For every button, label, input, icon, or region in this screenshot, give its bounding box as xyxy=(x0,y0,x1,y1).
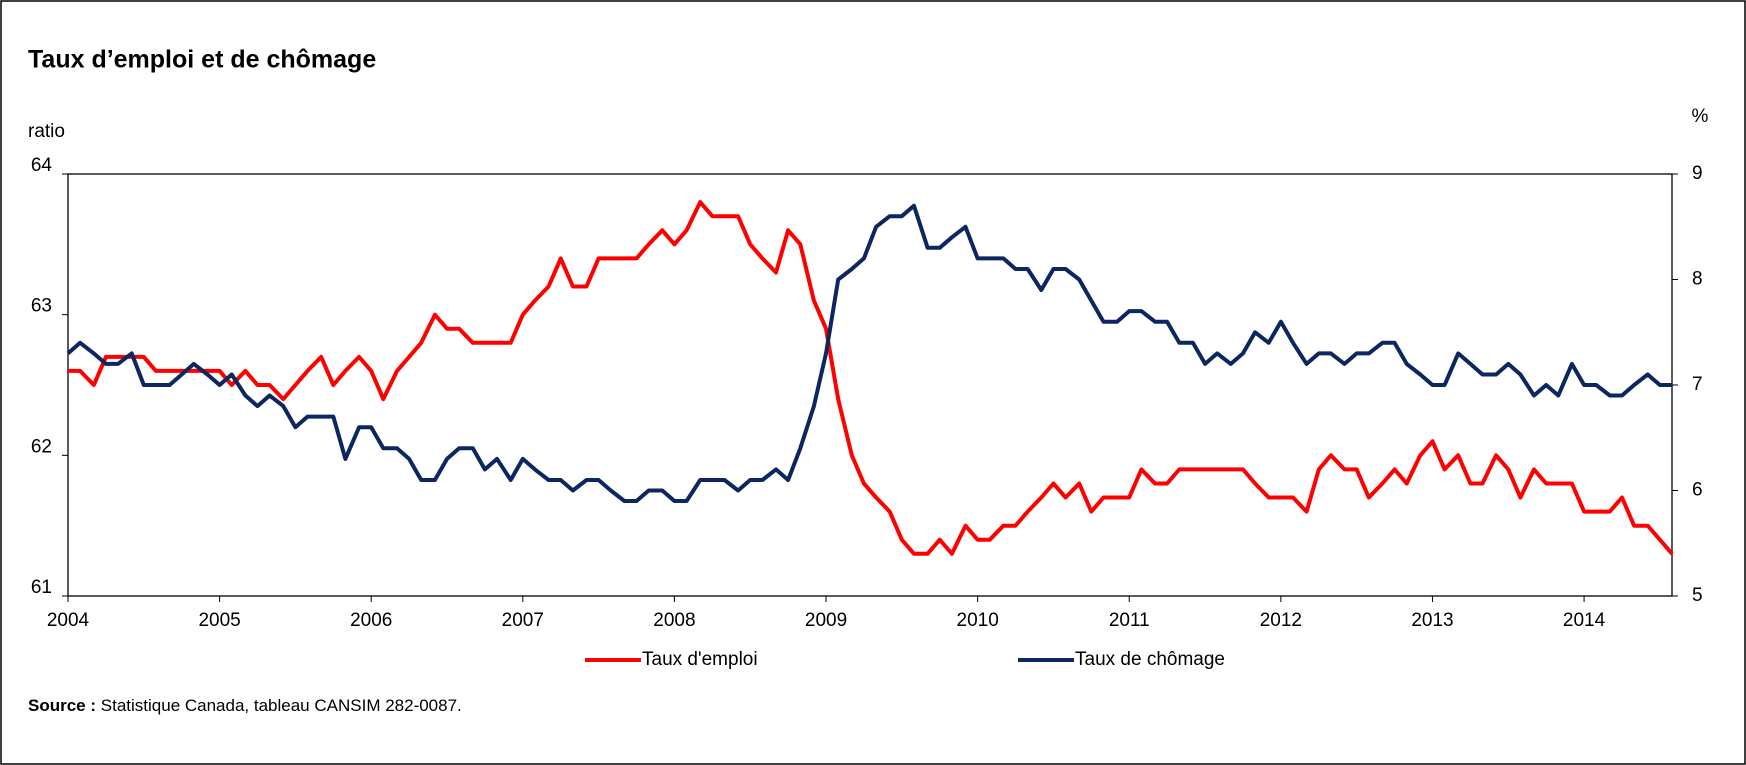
x-tick-label: 2005 xyxy=(198,610,240,631)
y2-tick-label: 7 xyxy=(1692,374,1703,395)
legend-label: Taux d'emploi xyxy=(642,649,758,670)
source-text: Statistique Canada, tableau CANSIM 282-0… xyxy=(101,696,462,715)
y2-tick-label: 5 xyxy=(1692,585,1703,606)
x-tick-label: 2013 xyxy=(1411,610,1453,631)
series-line xyxy=(68,200,1674,556)
source-label: Source : xyxy=(28,696,96,715)
y-tick-label: 61 xyxy=(31,577,52,598)
legend-label: Taux de chômage xyxy=(1075,649,1225,670)
x-tick-label: 2012 xyxy=(1260,610,1302,631)
x-tick-label: 2010 xyxy=(957,610,999,631)
x-tick-label: 2007 xyxy=(502,610,544,631)
x-tick-label: 2006 xyxy=(350,610,392,631)
y-tick-label: 64 xyxy=(31,155,53,176)
y-tick-label: 63 xyxy=(31,296,52,317)
x-tick-label: 2004 xyxy=(47,610,90,631)
x-tick-label: 2011 xyxy=(1109,610,1150,631)
y-axis-label: ratio xyxy=(28,121,65,142)
series-line xyxy=(66,203,1672,503)
y2-axis-label: % xyxy=(1692,106,1709,127)
y2-tick-label: 9 xyxy=(1692,163,1703,184)
chart-title: Taux d’emploi et de chômage xyxy=(28,46,376,74)
x-tick-label: 2014 xyxy=(1563,610,1606,631)
y2-tick-label: 8 xyxy=(1692,269,1703,290)
x-tick-label: 2008 xyxy=(653,610,695,631)
x-tick-label: 2009 xyxy=(805,610,847,631)
y2-tick-label: 6 xyxy=(1692,480,1703,501)
y-tick-label: 62 xyxy=(31,436,52,457)
source: Source : Statistique Canada, tableau CAN… xyxy=(28,696,462,715)
